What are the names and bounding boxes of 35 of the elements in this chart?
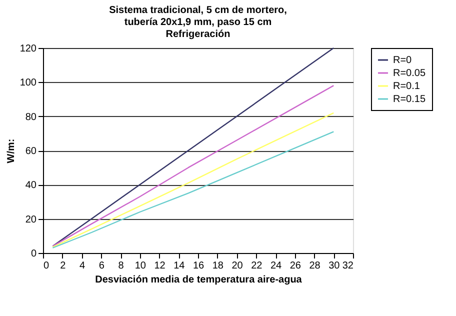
- x-tick-label: 32: [342, 260, 354, 272]
- x-tick-label: 6: [98, 260, 105, 272]
- legend-label: R=0.15: [393, 94, 426, 105]
- y-tick-label: 60: [25, 146, 37, 157]
- x-tick-label: 12: [154, 260, 166, 272]
- x-tick-label: 28: [309, 260, 321, 272]
- y-tick-label: 100: [20, 78, 37, 89]
- text: Sistema tradicional, 5 cm de mortero,: [109, 5, 287, 16]
- x-tick-label: 2: [60, 260, 66, 272]
- text: Refrigeración: [166, 29, 230, 40]
- y-tick-label: 0: [30, 248, 37, 260]
- x-tick-label: 0: [44, 260, 50, 272]
- legend-label: R=0: [393, 55, 412, 66]
- x-tick-label: 4: [79, 260, 86, 272]
- x-tick-label: 20: [232, 260, 244, 272]
- x-tick-label: 14: [174, 260, 186, 272]
- text: tubería 20x1,9 mm, paso 15 cm: [124, 17, 272, 28]
- x-tick-label: 10: [134, 260, 146, 272]
- x-axis-title: Desviación media de temperatura aire-agua: [95, 274, 302, 286]
- x-tick-label: 8: [118, 260, 124, 272]
- x-tick-label: 24: [270, 260, 282, 272]
- line-series: [52, 47, 334, 247]
- x-tick-label: 26: [290, 260, 302, 272]
- y-tick-label: 120: [20, 44, 37, 54]
- legend-label: R=0.1: [393, 81, 420, 92]
- x-tick-label: 18: [212, 260, 224, 272]
- y-tick-label: 80: [25, 112, 37, 123]
- x-tick-label: 22: [251, 260, 263, 272]
- y-tick-label: 40: [25, 180, 37, 192]
- x-tick-label: 16: [192, 260, 204, 272]
- line-series: [52, 84, 334, 247]
- x-tick-label: 30: [328, 260, 340, 272]
- y-tick-label: 20: [25, 214, 37, 226]
- y-axis-title: W/m:: [6, 138, 17, 164]
- legend-label: R=0.05: [393, 68, 426, 79]
